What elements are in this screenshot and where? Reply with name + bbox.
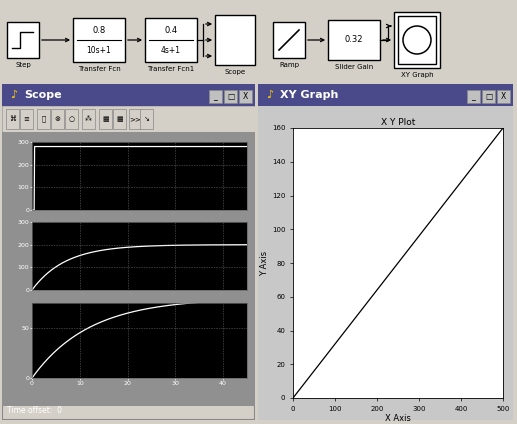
Text: XY Graph: XY Graph <box>280 90 338 100</box>
Bar <box>82 109 95 129</box>
Bar <box>20 109 33 129</box>
Bar <box>273 22 305 58</box>
Text: 0.32: 0.32 <box>345 36 363 45</box>
X-axis label: X Axis: X Axis <box>385 414 411 424</box>
Text: Time offset:  0: Time offset: 0 <box>7 406 62 415</box>
Bar <box>239 90 252 103</box>
Text: XY Graph: XY Graph <box>401 72 433 78</box>
Bar <box>73 18 125 62</box>
Bar <box>258 84 513 106</box>
Bar <box>482 90 495 103</box>
Text: ▦: ▦ <box>102 116 109 122</box>
Bar <box>7 22 39 58</box>
Text: >>: >> <box>130 116 141 122</box>
Bar <box>2 84 255 106</box>
Text: ▦: ▦ <box>116 116 123 122</box>
Bar <box>37 109 50 129</box>
Text: Step: Step <box>15 62 31 68</box>
Text: X: X <box>501 92 506 101</box>
Bar <box>224 90 237 103</box>
Text: ♪: ♪ <box>10 90 17 100</box>
Text: Slider Gain: Slider Gain <box>335 64 373 70</box>
Text: Transfer Fcn: Transfer Fcn <box>78 66 120 72</box>
Bar <box>140 109 153 129</box>
Text: ↘: ↘ <box>144 116 149 122</box>
Text: 4s+1: 4s+1 <box>161 46 181 55</box>
Bar <box>467 90 480 103</box>
Text: 10s+1: 10s+1 <box>87 46 111 55</box>
Text: _: _ <box>214 92 218 101</box>
Text: ⁂: ⁂ <box>85 116 92 122</box>
Text: Scope: Scope <box>24 90 62 100</box>
Bar <box>129 109 142 129</box>
Bar <box>2 132 255 406</box>
Bar <box>51 109 64 129</box>
Bar <box>215 15 255 65</box>
Text: Scope: Scope <box>224 69 246 75</box>
Text: X: X <box>243 92 248 101</box>
Bar <box>497 90 510 103</box>
Bar <box>394 12 440 68</box>
Text: _: _ <box>472 92 476 101</box>
Text: Ramp: Ramp <box>279 62 299 68</box>
Text: ⌘: ⌘ <box>9 116 16 122</box>
Text: ○: ○ <box>68 116 74 122</box>
Bar <box>6 109 19 129</box>
Text: ♪: ♪ <box>266 90 273 100</box>
Text: ⌕: ⌕ <box>41 116 45 122</box>
Bar <box>398 16 436 64</box>
Text: Transfer Fcn1: Transfer Fcn1 <box>147 66 194 72</box>
Text: □: □ <box>227 92 234 101</box>
Text: 0.4: 0.4 <box>164 26 177 35</box>
Title: X Y Plot: X Y Plot <box>381 118 415 127</box>
Bar <box>65 109 78 129</box>
Text: ⊗: ⊗ <box>55 116 60 122</box>
Text: ≡: ≡ <box>24 116 29 122</box>
Bar <box>328 20 380 60</box>
Bar <box>2 106 255 132</box>
Y-axis label: Y Axis: Y Axis <box>260 251 269 276</box>
Bar <box>145 18 197 62</box>
Bar <box>209 90 222 103</box>
Bar <box>113 109 126 129</box>
Text: 0.8: 0.8 <box>93 26 105 35</box>
Bar <box>99 109 112 129</box>
Text: □: □ <box>485 92 492 101</box>
